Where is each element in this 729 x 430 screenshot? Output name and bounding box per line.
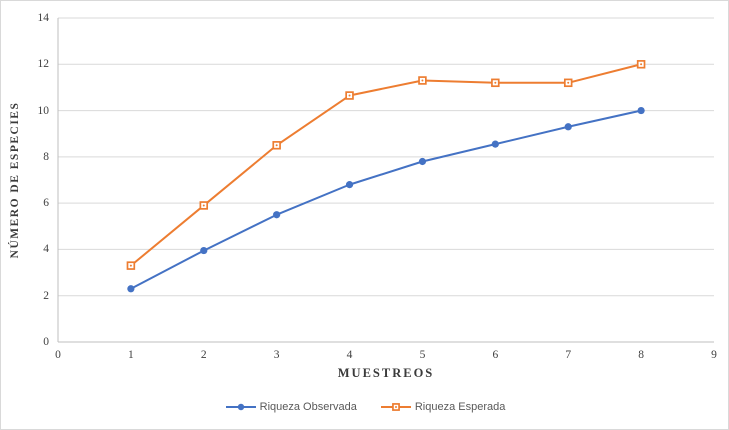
series-1 xyxy=(126,60,646,270)
marker-square-dot xyxy=(640,63,643,66)
x-tick-label-8: 8 xyxy=(638,349,644,361)
legend-item-0: Riqueza Observada xyxy=(225,400,357,414)
x-tick-label-5: 5 xyxy=(419,349,426,361)
y-tick-label-8: 8 xyxy=(43,150,49,163)
x-tick-label-0: 0 xyxy=(55,349,61,361)
y-tick-label-2: 2 xyxy=(43,289,49,302)
x-tick-label-2: 2 xyxy=(200,349,207,361)
x-tick-label-7: 7 xyxy=(565,349,572,361)
legend-label-0: Riqueza Observada xyxy=(259,401,357,413)
marker-square-dot xyxy=(275,144,278,147)
marker-circle xyxy=(418,157,427,166)
y-tick-label-6: 6 xyxy=(43,197,49,210)
marker-square-dot xyxy=(394,406,397,408)
y-tick-label-10: 10 xyxy=(37,104,50,117)
legend-circle-swatch-icon xyxy=(225,403,256,411)
x-tick-label-4: 4 xyxy=(346,349,353,361)
marker-square-dot xyxy=(421,79,424,82)
marker-square-dot xyxy=(129,264,132,267)
x-tick-label-1: 1 xyxy=(128,349,134,361)
series-line-1 xyxy=(129,63,643,267)
marker-circle xyxy=(637,106,645,115)
marker-circle xyxy=(127,285,135,293)
y-tick-label-0: 0 xyxy=(43,336,49,348)
marker-circle xyxy=(273,211,281,219)
legend-label-1: Riqueza Esperada xyxy=(414,401,506,413)
x-axis-title: MUESTREOS xyxy=(337,366,435,380)
marker-circle xyxy=(200,246,208,255)
y-tick-label-14: 14 xyxy=(37,12,50,24)
y-tick-label-4: 4 xyxy=(43,243,49,256)
marker-circle xyxy=(564,123,572,131)
marker-circle xyxy=(345,181,354,189)
y-tick-label-12: 12 xyxy=(37,58,50,71)
x-tick-label-6: 6 xyxy=(492,349,499,361)
marker-square-dot xyxy=(494,81,497,84)
x-tick-label-9: 9 xyxy=(711,349,717,361)
series-line-0 xyxy=(129,109,643,290)
marker-circle xyxy=(237,403,244,411)
x-tick-label-3: 3 xyxy=(273,349,280,361)
series-0 xyxy=(127,106,645,293)
legend-item-1: Riqueza Esperada xyxy=(380,400,506,414)
legend: Riqueza Observada Riqueza Esperada xyxy=(1,398,728,416)
marker-square-dot xyxy=(348,94,351,97)
y-axis-title: NÚMERO DE ESPECIES xyxy=(9,101,21,259)
marker-square-dot xyxy=(567,81,570,84)
marker-square-dot xyxy=(202,204,205,207)
marker-circle xyxy=(491,140,499,148)
legend-square-swatch-icon xyxy=(380,403,411,411)
